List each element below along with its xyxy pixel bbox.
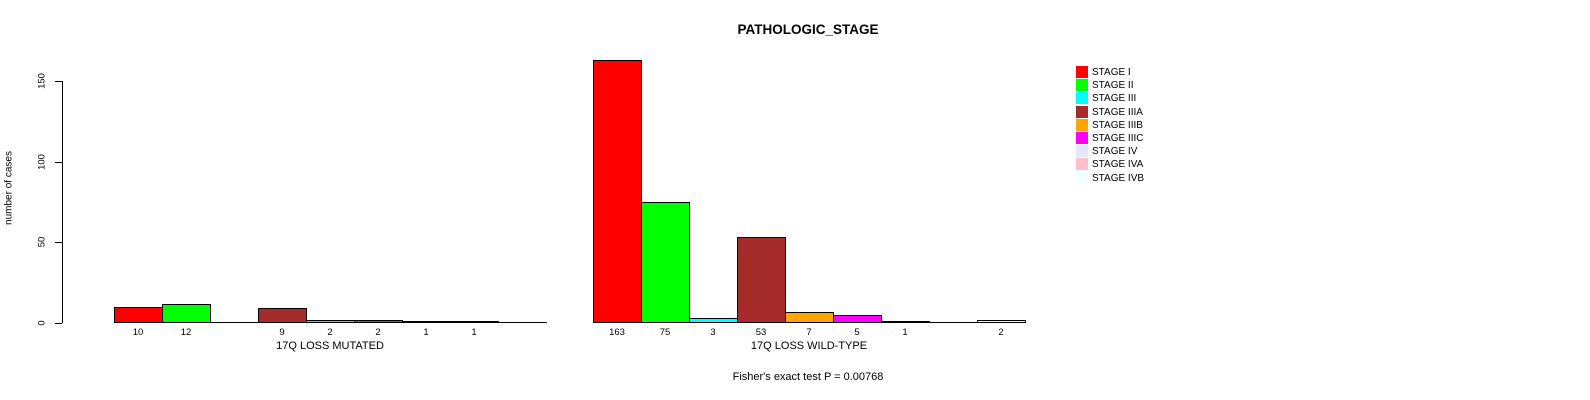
bar-value-17q-loss-wild-type-stage-i: 163 xyxy=(609,327,625,338)
bar-17q-loss-wild-type-stage-iiia xyxy=(737,237,786,323)
bar-17q-loss-mutated-stage-ii xyxy=(162,304,211,323)
legend-swatch-stage-iv xyxy=(1076,145,1088,158)
bar-value-17q-loss-wild-type-stage-iiic: 5 xyxy=(854,327,860,338)
legend-label-stage-ii: STAGE II xyxy=(1092,80,1134,92)
bar-17q-loss-wild-type-stage-ivb xyxy=(977,320,1026,323)
bar-value-17q-loss-wild-type-stage-iiib: 7 xyxy=(806,327,812,338)
legend-swatch-stage-iiia xyxy=(1076,105,1088,118)
y-axis-tick xyxy=(55,161,62,163)
bar-17q-loss-wild-type-stage-iiic xyxy=(833,315,882,323)
bar-value-17q-loss-mutated-stage-iiia: 9 xyxy=(279,327,285,338)
y-axis-tick-label: 50 xyxy=(36,237,48,248)
y-axis-line xyxy=(62,80,63,323)
bar-value-17q-loss-wild-type-stage-ivb: 2 xyxy=(998,327,1004,338)
bar-value-17q-loss-mutated-stage-ii: 12 xyxy=(180,327,192,338)
legend-swatch-stage-iva xyxy=(1076,158,1088,171)
legend-label-stage-iv: STAGE IV xyxy=(1092,146,1138,158)
bar-value-17q-loss-mutated-stage-iv: 1 xyxy=(423,327,429,338)
legend-swatch-stage-iii xyxy=(1076,92,1088,105)
legend-label-stage-iiia: STAGE IIIA xyxy=(1092,106,1143,118)
y-axis-label: number of cases xyxy=(3,151,15,225)
y-axis-tick-label: 100 xyxy=(36,153,48,170)
bar-17q-loss-wild-type-stage-ii xyxy=(641,202,690,323)
group-label-17q-loss-mutated: 17Q LOSS MUTATED xyxy=(276,340,384,352)
bar-17q-loss-mutated-stage-iiic xyxy=(354,320,403,323)
y-axis-tick xyxy=(55,242,62,244)
legend-label-stage-iii: STAGE III xyxy=(1092,93,1137,105)
bar-value-17q-loss-wild-type-stage-iiia: 53 xyxy=(755,327,767,338)
bar-17q-loss-wild-type-stage-iv xyxy=(881,321,930,323)
bar-value-17q-loss-mutated-stage-iva: 1 xyxy=(471,327,477,338)
legend-swatch-stage-iiic xyxy=(1076,132,1088,144)
legend-swatch-stage-ii xyxy=(1076,79,1088,92)
bar-17q-loss-mutated-stage-iva xyxy=(450,321,499,323)
y-axis-tick-label: 150 xyxy=(36,73,48,89)
bar-value-17q-loss-wild-type-stage-iii: 3 xyxy=(710,327,716,338)
bar-17q-loss-wild-type-stage-iiib xyxy=(785,312,834,323)
y-axis-tick xyxy=(55,80,62,82)
chart-title: PATHOLOGIC_STAGE xyxy=(737,22,879,37)
legend-label-stage-ivb: STAGE IVB xyxy=(1092,172,1145,184)
y-axis-tick-label: 0 xyxy=(36,320,48,326)
bar-17q-loss-mutated-stage-i xyxy=(114,307,163,323)
bar-value-17q-loss-wild-type-stage-ii: 75 xyxy=(659,327,671,338)
legend-label-stage-i: STAGE I xyxy=(1092,67,1131,78)
legend-swatch-stage-iiib xyxy=(1076,118,1088,131)
legend-swatch-stage-ivb xyxy=(1076,171,1088,184)
bar-value-17q-loss-mutated-stage-iiib: 2 xyxy=(327,327,333,338)
legend-swatch-stage-i xyxy=(1076,66,1088,78)
legend-label-stage-iiib: STAGE IIIB xyxy=(1092,119,1143,131)
bar-17q-loss-mutated-stage-iv xyxy=(402,321,451,323)
bar-17q-loss-wild-type-stage-iii xyxy=(689,318,738,323)
bar-value-17q-loss-mutated-stage-iiic: 2 xyxy=(375,327,381,338)
bar-value-17q-loss-wild-type-stage-iv: 1 xyxy=(902,327,908,338)
bar-value-17q-loss-mutated-stage-i: 10 xyxy=(132,327,144,338)
group-label-17q-loss-wild-type: 17Q LOSS WILD-TYPE xyxy=(750,340,868,352)
fisher-test-annotation: Fisher's exact test P = 0.00768 xyxy=(732,371,884,383)
bar-17q-loss-mutated-stage-iiia xyxy=(258,308,307,323)
legend-label-stage-iva: STAGE IVA xyxy=(1092,159,1144,171)
legend-label-stage-iiic: STAGE IIIC xyxy=(1092,133,1144,144)
y-axis-tick xyxy=(55,323,62,324)
bar-17q-loss-mutated-stage-iiib xyxy=(306,320,355,323)
bar-17q-loss-wild-type-stage-i xyxy=(593,60,642,323)
